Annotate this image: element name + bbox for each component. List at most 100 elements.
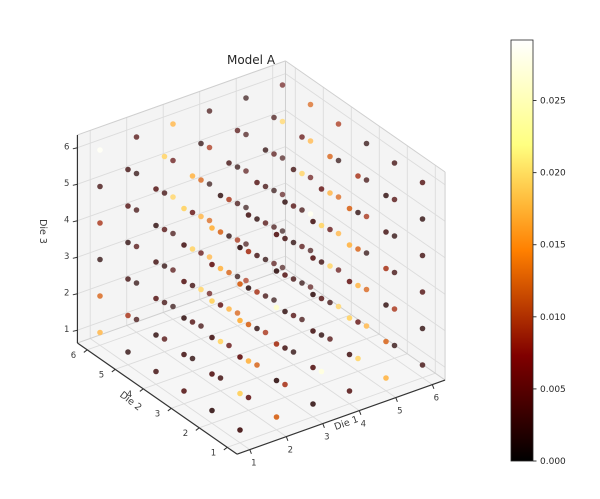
scatter-point — [290, 166, 297, 173]
scatter-point — [363, 140, 370, 147]
scatter-point — [226, 160, 232, 166]
scatter-point — [133, 207, 140, 213]
colorbar-tick-label: 0.015 — [540, 241, 566, 251]
scatter-point — [217, 192, 224, 199]
scatter-point — [307, 101, 314, 108]
scatter-point — [318, 259, 325, 265]
scatter-point — [279, 82, 286, 88]
scatter-point — [125, 349, 131, 355]
scatter-point — [310, 218, 316, 225]
x-tick-label: 1 — [251, 459, 256, 469]
scatter-point — [226, 196, 232, 203]
scatter-points — [97, 82, 426, 433]
scatter-point — [209, 371, 215, 377]
scatter-point — [419, 179, 426, 186]
scatter-point — [153, 368, 159, 375]
scatter-point — [189, 355, 196, 362]
scatter-point — [279, 191, 286, 198]
scatter-point — [198, 213, 204, 220]
scatter-point — [97, 147, 103, 153]
scatter-point — [271, 187, 277, 194]
scatter-point — [279, 155, 286, 161]
scatter-point — [327, 226, 333, 233]
scatter-point — [271, 224, 277, 230]
scatter-point — [226, 233, 232, 239]
scatter-point — [234, 127, 241, 134]
scatter-point — [363, 213, 370, 220]
scatter-point — [279, 264, 286, 271]
colorbar-tick-label: 0.000 — [540, 457, 566, 467]
scatter-point — [383, 192, 389, 199]
scatter-point — [391, 269, 398, 276]
scatter-point — [226, 306, 232, 312]
colorbar-tick-label: 0.005 — [540, 385, 566, 395]
scatter-point — [273, 231, 280, 238]
scatter-point — [335, 121, 342, 127]
scatter-point — [290, 276, 297, 282]
scatter-point — [335, 194, 342, 200]
scatter-point — [226, 342, 232, 349]
scatter-point — [189, 246, 196, 252]
scatter-point — [198, 250, 204, 256]
scatter-point — [170, 230, 176, 237]
scatter-point — [419, 289, 426, 295]
scatter-point — [262, 220, 269, 226]
scatter-point — [282, 199, 288, 205]
scatter-point — [161, 263, 168, 269]
scatter-point — [198, 323, 204, 329]
y-tick-label: 5 — [99, 370, 104, 380]
scatter-point — [133, 280, 140, 286]
scatter-point — [161, 190, 168, 196]
scatter-point — [383, 338, 389, 345]
scatter-point — [217, 338, 224, 345]
scatter-point — [299, 280, 305, 286]
scatter-point — [310, 255, 316, 261]
scatter-point — [383, 375, 389, 381]
scatter-point — [206, 290, 213, 297]
scatter-point — [271, 297, 277, 303]
scatter-point — [299, 316, 305, 323]
scatter-point — [363, 323, 370, 329]
scatter-point — [262, 329, 269, 336]
scatter-point — [346, 351, 353, 358]
scatter-point — [206, 217, 213, 224]
scatter-point — [209, 407, 215, 414]
scatter-point — [307, 211, 314, 217]
scatter-point — [335, 267, 342, 273]
scatter-point — [237, 390, 243, 397]
scatter-point — [206, 181, 213, 187]
scatter-point — [419, 252, 426, 259]
scatter-point — [254, 289, 260, 295]
scatter-point — [262, 183, 269, 190]
scatter-point — [153, 259, 159, 265]
scatter-point — [97, 329, 103, 336]
scatter-point — [206, 144, 213, 151]
scatter-point — [97, 220, 103, 226]
scatter-point — [206, 254, 213, 260]
colorbar-tick-label: 0.020 — [540, 169, 566, 179]
scatter-point — [243, 168, 249, 174]
scatter-point — [234, 237, 241, 243]
scatter-point — [209, 261, 215, 268]
scatter-point — [170, 267, 176, 273]
scatter-point — [198, 286, 204, 293]
scatter-point — [97, 256, 103, 263]
scatter-point — [181, 315, 187, 321]
scatter-point — [234, 200, 241, 207]
scatter-point — [243, 131, 249, 138]
z-tick-label: 2 — [64, 289, 69, 299]
scatter-point — [133, 316, 140, 323]
scatter-point — [355, 173, 361, 179]
scatter-point — [273, 341, 280, 347]
scatter-point — [279, 228, 286, 234]
scatter-point — [271, 151, 277, 157]
scatter-point — [355, 209, 361, 216]
scatter-point — [189, 209, 196, 216]
z-tick-label: 1 — [64, 325, 69, 335]
scatter-point — [327, 336, 333, 342]
scatter-point — [346, 242, 353, 248]
scatter-point — [282, 235, 288, 242]
scatter-point — [243, 95, 249, 101]
